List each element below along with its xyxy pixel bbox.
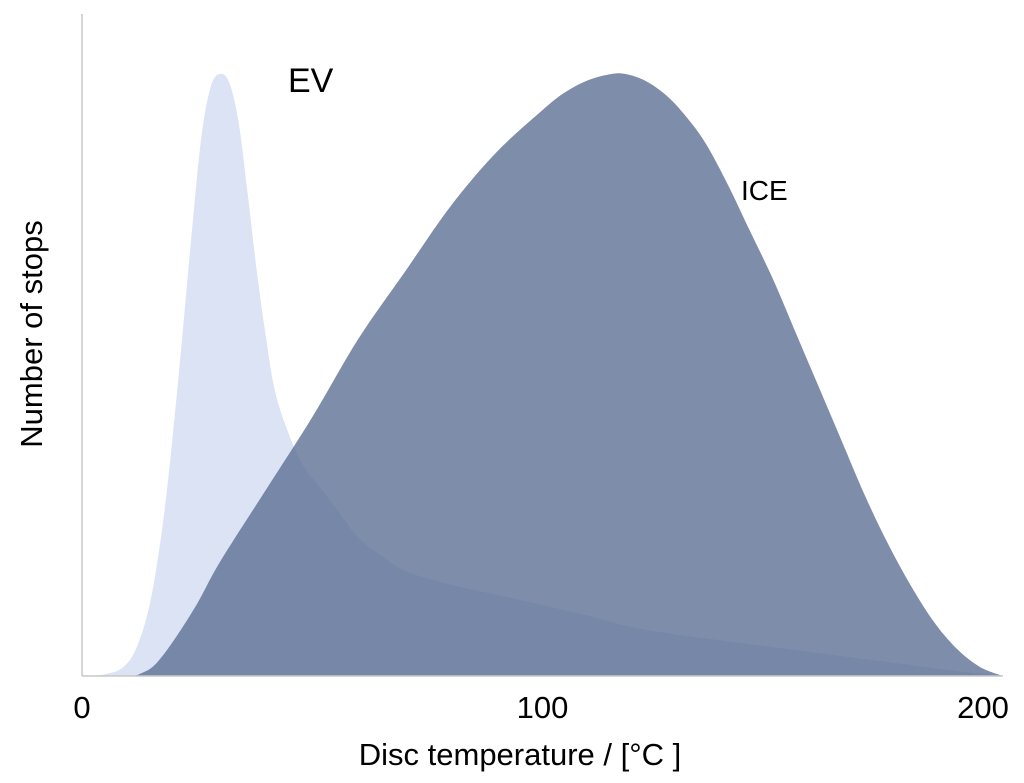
x-tick-label: 100 <box>517 690 569 725</box>
series-label-ice: ICE <box>741 175 788 206</box>
x-tick-label: 200 <box>957 690 1009 725</box>
x-axis-title: Disc temperature / [°C ] <box>359 737 682 772</box>
x-tick-labels: 0 100 200 <box>73 690 1008 725</box>
series-areas <box>82 73 1003 677</box>
y-axis-title: Number of stops <box>14 220 49 447</box>
x-tick-label: 0 <box>73 690 90 725</box>
series-label-ev: EV <box>288 62 334 100</box>
area-ice <box>82 73 1003 677</box>
